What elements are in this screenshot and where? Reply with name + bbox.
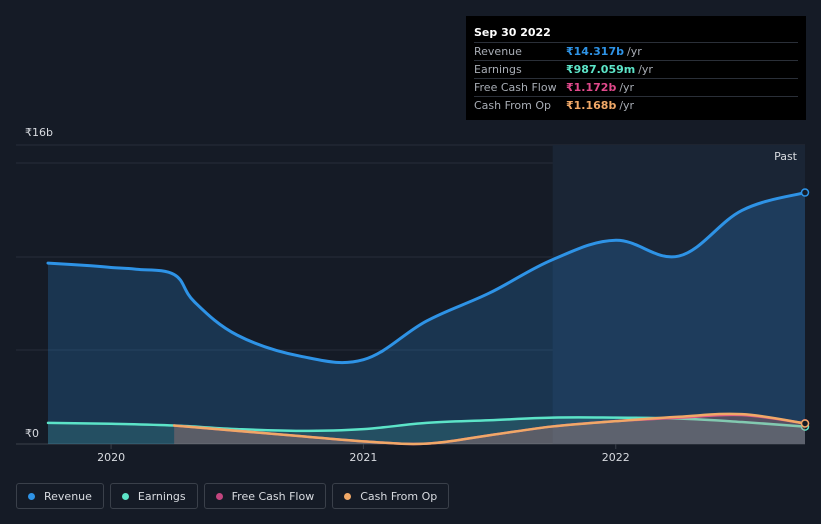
tooltip-label: Revenue xyxy=(474,45,522,58)
series-area-earnings xyxy=(48,417,805,444)
legend-item-earnings[interactable]: Earnings xyxy=(109,483,198,509)
tooltip-date: Sep 30 2022 xyxy=(474,26,551,39)
past-label: Past xyxy=(774,150,798,163)
series-area-revenue xyxy=(48,192,805,444)
series-line-revenue xyxy=(46,191,807,365)
legend-label: Revenue xyxy=(44,489,92,503)
tooltip: Sep 30 2022 Revenue ₹14.317b /yr Earning… xyxy=(466,16,806,120)
tooltip-row-earnings: Earnings ₹987.059m /yr xyxy=(474,60,798,78)
x-tick-label: 2021 xyxy=(349,451,377,464)
legend-item-cash-from-op[interactable]: Cash From Op xyxy=(332,483,450,509)
legend: Revenue Earnings Free Cash Flow Cash Fro… xyxy=(16,483,450,509)
legend-label: Free Cash Flow xyxy=(231,489,315,503)
tooltip-unit: /yr xyxy=(626,45,642,58)
legend-label: Earnings xyxy=(137,489,186,503)
tooltip-row-revenue: Revenue ₹14.317b /yr xyxy=(474,42,798,60)
series-layer xyxy=(46,188,810,446)
legend-item-revenue[interactable]: Revenue xyxy=(16,483,104,509)
series-line-cash-from-op xyxy=(172,412,807,446)
series-area-cash-from-op xyxy=(174,413,805,444)
x-tick-label: 2020 xyxy=(97,451,125,464)
tooltip-value: ₹14.317b xyxy=(566,45,624,58)
tooltip-value: ₹1.172b xyxy=(566,81,617,94)
highlight-region xyxy=(552,145,805,444)
tooltip-value: ₹1.168b xyxy=(566,99,617,112)
y-tick-label: ₹0 xyxy=(25,427,39,440)
legend-dot-icon xyxy=(215,492,223,500)
x-tick-label: 2022 xyxy=(602,451,630,464)
legend-dot-icon xyxy=(344,492,352,500)
tooltip-unit: /yr xyxy=(619,99,635,112)
tooltip-label: Earnings xyxy=(474,63,522,76)
tooltip-value: ₹987.059m xyxy=(566,63,636,76)
tooltip-unit: /yr xyxy=(638,63,653,76)
tooltip-row-free-cash-flow: Free Cash Flow ₹1.172b /yr xyxy=(474,78,798,96)
axis-layer: ₹16b ₹0 2020 2021 2022 xyxy=(25,126,630,464)
tooltip-unit: /yr xyxy=(619,81,635,94)
tooltip-row-cash-from-op: Cash From Op ₹1.168b /yr xyxy=(474,96,798,114)
y-tick-label: ₹16b xyxy=(25,126,53,139)
legend-dot-icon xyxy=(121,492,129,500)
tooltip-label: Cash From Op xyxy=(474,99,552,112)
series-end-point-revenue xyxy=(800,188,810,197)
series-area-free-cash-flow xyxy=(174,414,805,444)
legend-label: Cash From Op xyxy=(360,489,438,503)
series-end-point-cash-from-op xyxy=(800,419,810,428)
legend-item-free-cash-flow[interactable]: Free Cash Flow xyxy=(203,483,327,509)
legend-dot-icon xyxy=(28,492,35,500)
tooltip-label: Free Cash Flow xyxy=(474,81,557,94)
